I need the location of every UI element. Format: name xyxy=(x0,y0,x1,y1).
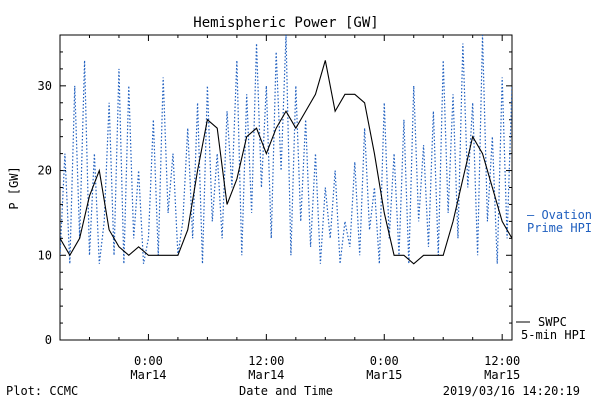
chart-title: Hemispheric Power [GW] xyxy=(193,15,378,31)
series-swpc-5min-hpi xyxy=(60,60,512,265)
y-axis-label: P [GW] xyxy=(7,166,21,209)
y-tick-label-3: 30 xyxy=(38,79,52,93)
legend-ovation-line1: — Ovation xyxy=(527,208,592,222)
x-tick-label-1: 0:00 xyxy=(134,354,163,368)
legend-swpc-line1: SWPC xyxy=(538,315,567,329)
x-tick-date-3: Mar15 xyxy=(366,368,402,382)
y-tick-label-0: 0 xyxy=(45,333,52,347)
y-tick-label-1: 10 xyxy=(38,248,52,262)
legend-swpc-line2: 5-min HPI xyxy=(521,328,586,342)
x-tick-date-4: Mar15 xyxy=(484,368,520,382)
plot-frame xyxy=(59,34,513,341)
y-tick-label-2: 20 xyxy=(38,164,52,178)
x-tick-date-2: Mar14 xyxy=(248,368,284,382)
x-tick-label-2: 12:00 xyxy=(248,354,284,368)
x-tick-date-1: Mar14 xyxy=(130,368,166,382)
footer-timestamp: 2019/03/16 14:20:19 xyxy=(443,384,580,398)
plot-area: 01020300:00Mar1412:00Mar140:00Mar1512:00… xyxy=(38,34,520,382)
legend-ovation-line2: Prime HPI xyxy=(527,221,592,235)
footer-credit: Plot: CCMC xyxy=(6,384,78,398)
series-ovation-prime-hpi xyxy=(60,35,512,264)
x-tick-label-3: 0:00 xyxy=(370,354,399,368)
x-tick-label-4: 12:00 xyxy=(484,354,520,368)
x-axis-label: Date and Time xyxy=(239,384,333,398)
